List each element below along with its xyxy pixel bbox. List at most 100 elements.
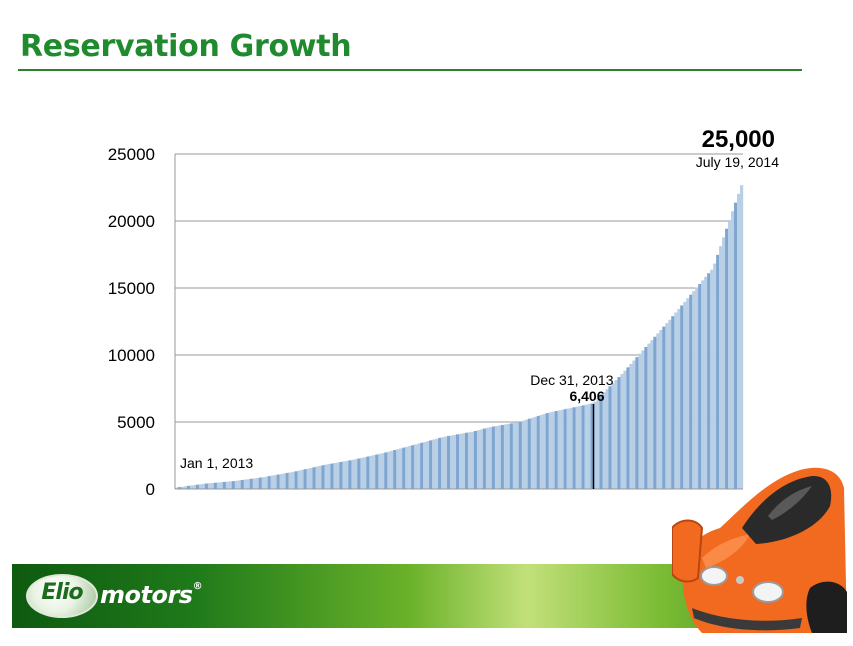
y-tick-label: 10000 [108,346,155,365]
car-emblem [736,576,744,584]
bar [267,476,271,489]
bar [357,458,361,489]
bar [438,437,442,489]
bar [629,363,633,489]
bar [414,444,418,489]
bar [285,472,289,489]
bar [231,481,235,489]
bar [348,460,352,489]
car-rear-wheel [806,581,847,633]
bar [411,445,415,489]
bar [291,471,295,489]
bar [459,433,463,489]
bar [686,298,690,489]
bar [566,408,570,489]
bar [512,422,516,489]
bar [444,436,448,489]
bar [662,326,666,489]
bar [647,343,651,489]
y-tick-label: 15000 [108,279,155,298]
bar [345,460,349,489]
logo-word: motors® [100,581,203,609]
bar [228,481,232,489]
bar [330,463,334,489]
y-tick-label: 20000 [108,212,155,231]
bar [378,453,382,489]
bar [644,346,648,489]
bar [180,486,185,489]
bar [479,429,484,489]
bar [381,453,385,489]
bar [659,329,663,489]
bar [303,469,307,489]
bar [740,185,744,489]
logo-mark: Elio [41,580,83,605]
car-image [672,467,847,633]
bar [189,485,194,489]
bar [503,424,508,489]
bar [204,483,209,489]
bar [533,416,537,489]
bar [309,467,313,489]
bar [668,319,672,489]
bar [518,421,522,489]
bar [201,483,206,489]
bar [551,411,555,489]
bar [635,357,639,489]
bar [222,481,227,489]
bar [225,481,230,489]
bar [590,403,594,489]
bar [417,443,421,489]
bar [494,426,499,489]
bar [632,360,636,489]
bar [297,470,301,489]
bar [306,468,310,489]
bar [488,427,493,489]
bar [456,434,460,489]
bar [315,466,319,489]
bar [336,462,340,489]
bar [689,294,693,489]
bar [626,367,630,489]
bar [210,482,215,489]
bar [737,193,741,490]
bar [294,471,298,489]
bar [464,432,469,489]
bar [405,446,409,489]
bar [545,413,549,489]
bar [506,423,511,489]
bar [246,479,250,489]
bar [593,401,597,489]
bar [279,473,283,489]
bar [420,442,424,489]
bar [716,254,720,489]
bar [282,473,286,489]
bar [638,353,642,489]
logo-word-text: motors [100,581,193,609]
bar [360,457,364,489]
bar [441,437,445,489]
y-tick-label: 25000 [108,145,155,164]
bar [393,450,397,489]
car-headlight-right [752,581,784,603]
bar [175,487,179,489]
annotation-end-label: July 19, 2014 [696,154,779,170]
car-bumper [692,608,802,631]
bar [557,410,561,489]
bar [572,407,576,489]
bar [695,287,699,489]
bar [542,414,546,489]
bar [354,459,358,489]
bar [384,452,388,489]
bar [719,246,723,489]
bar [665,323,669,489]
bar [605,389,609,489]
bar [450,435,454,489]
bar [641,350,645,489]
bar [620,373,624,489]
annotation-start-label: Jan 1, 2013 [180,455,253,471]
bar [461,433,466,489]
bar [575,406,579,489]
bar [402,447,406,489]
